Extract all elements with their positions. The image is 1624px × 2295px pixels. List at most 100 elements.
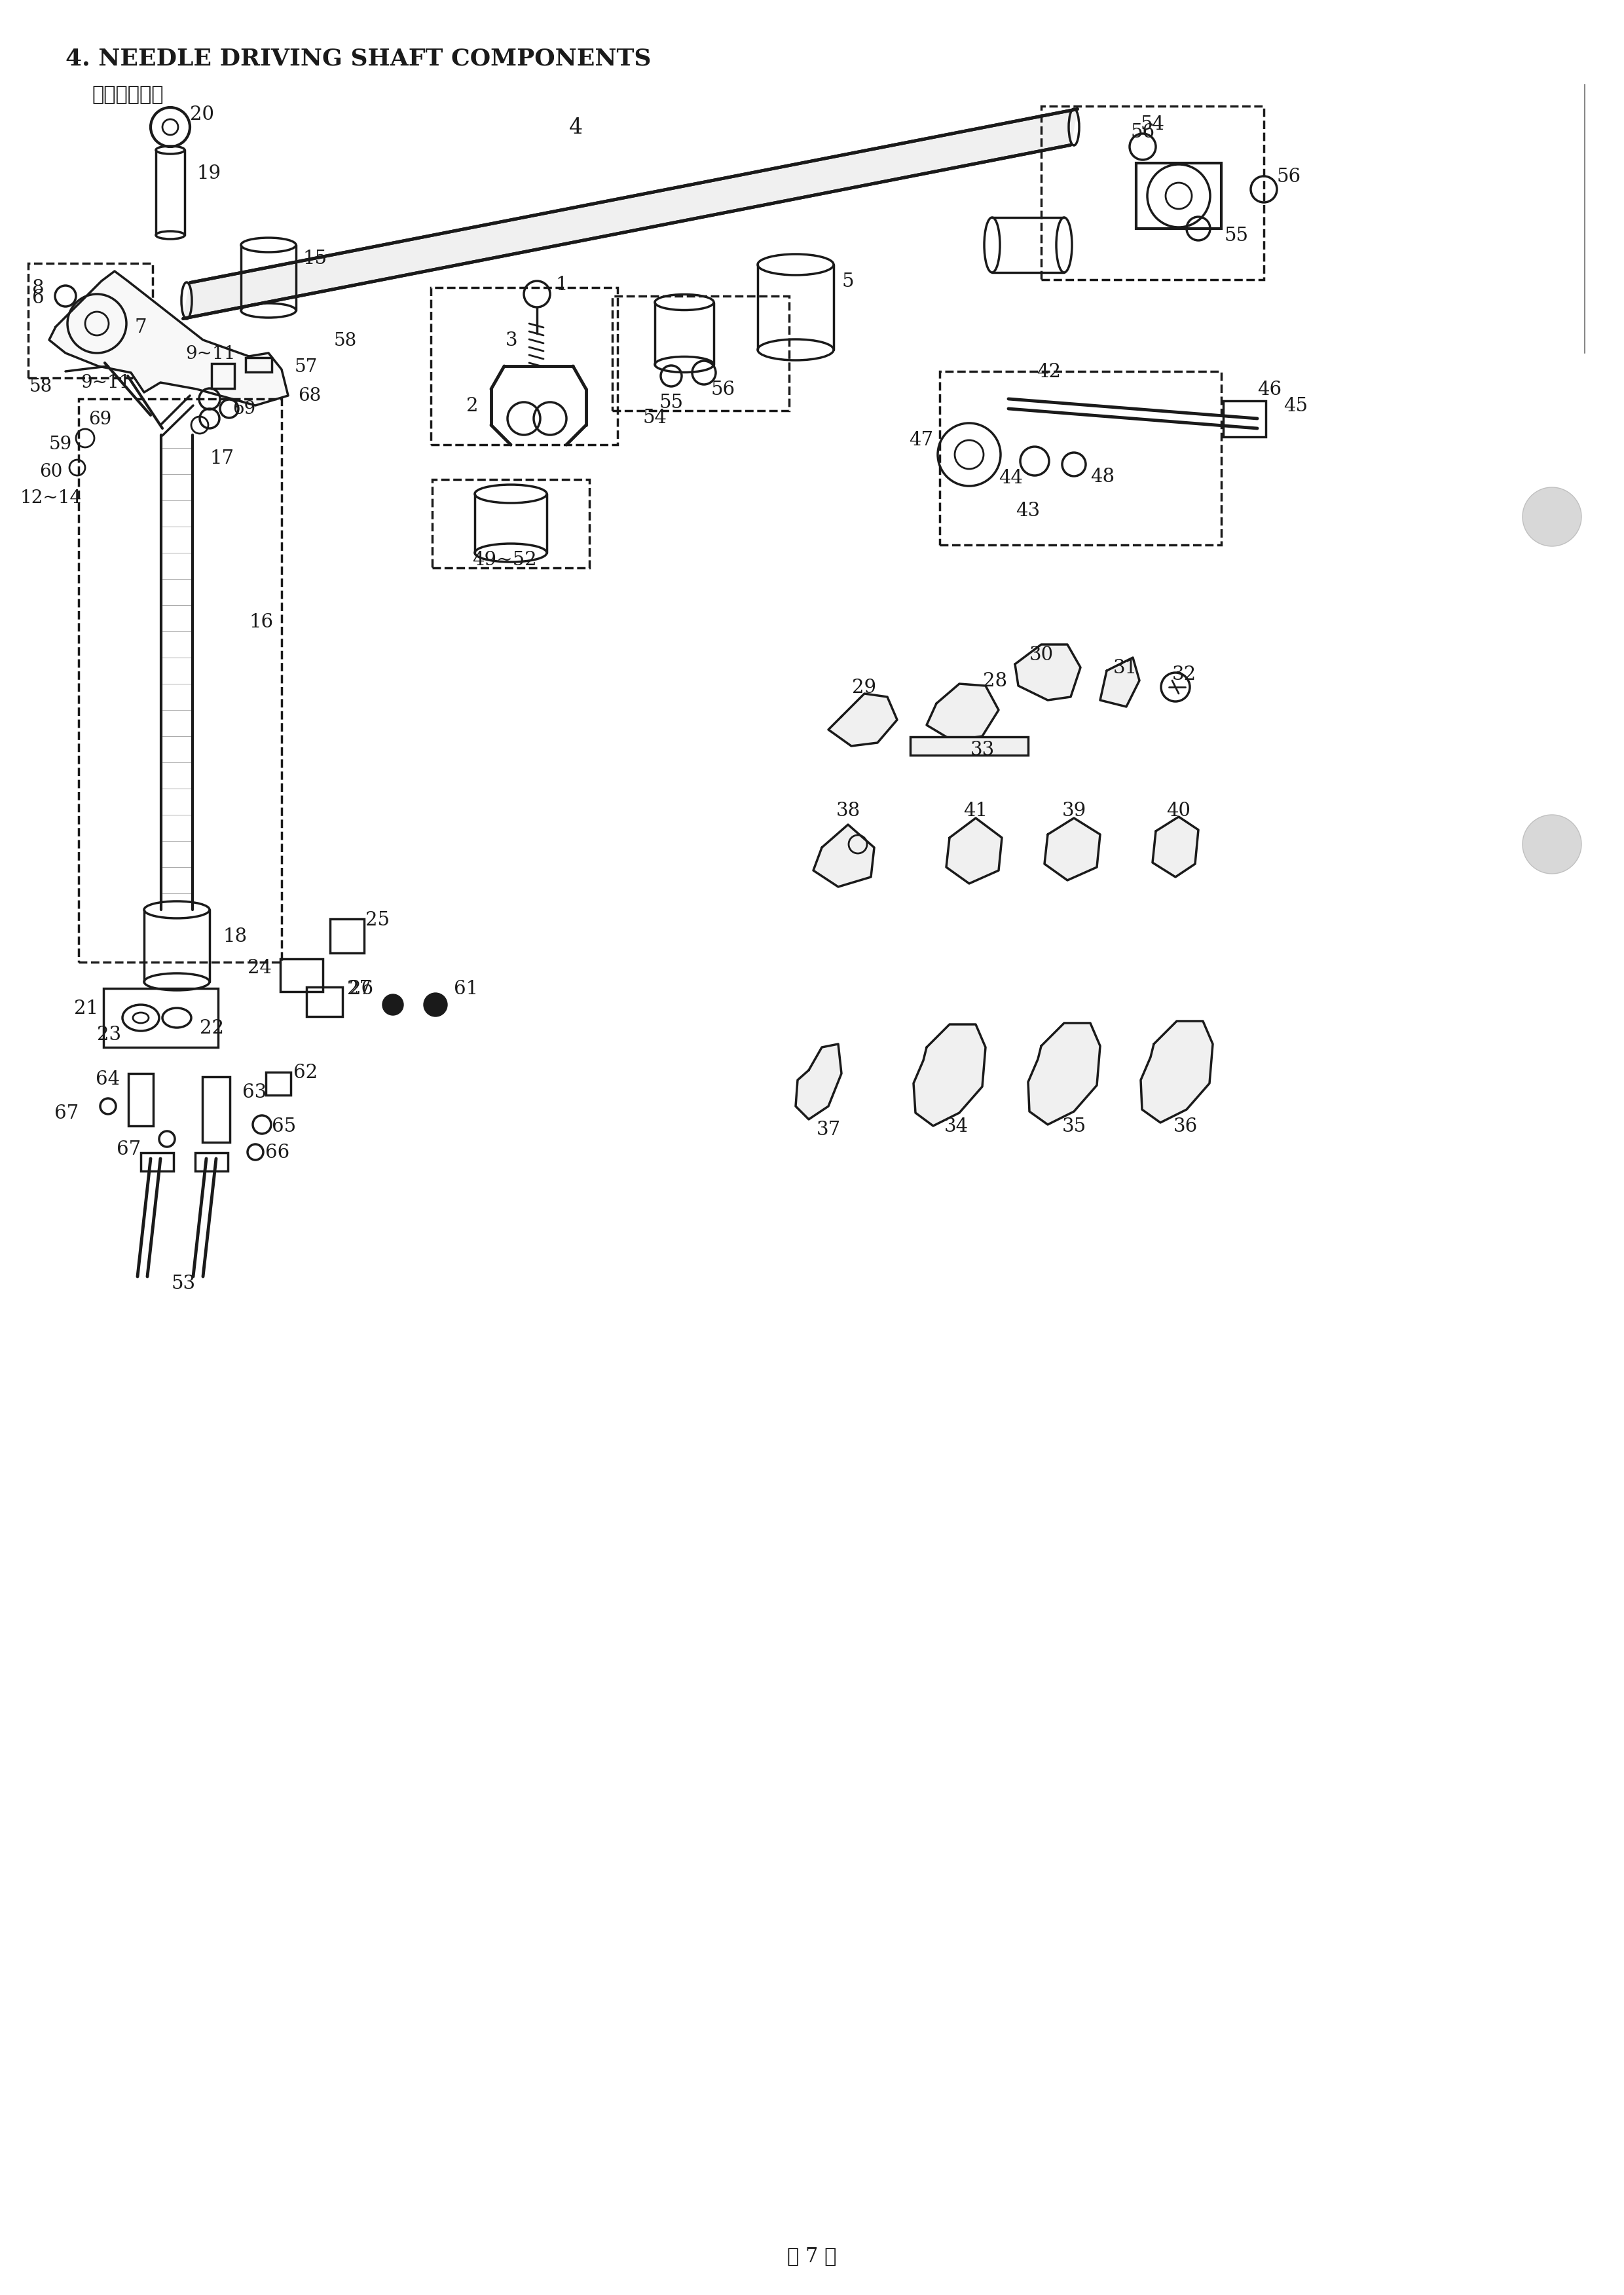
- Text: 55: 55: [659, 392, 684, 411]
- Bar: [612, 296, 789, 411]
- Text: 58: 58: [29, 376, 52, 395]
- Polygon shape: [1044, 819, 1099, 881]
- Polygon shape: [913, 1026, 986, 1127]
- Text: 34: 34: [944, 1118, 968, 1136]
- Polygon shape: [1153, 817, 1199, 877]
- Text: 27: 27: [348, 980, 372, 998]
- Text: 9~11: 9~11: [81, 374, 132, 392]
- Text: 12~14: 12~14: [19, 489, 81, 507]
- Text: 69: 69: [232, 399, 255, 418]
- Circle shape: [382, 994, 403, 1017]
- Bar: [330, 920, 364, 952]
- Text: 67: 67: [54, 1104, 78, 1122]
- Polygon shape: [796, 1044, 841, 1120]
- Bar: [432, 480, 590, 569]
- Text: 1: 1: [555, 275, 567, 294]
- Text: 針駆動軸関係: 針駆動軸関係: [91, 85, 164, 106]
- Text: 9~11: 9~11: [185, 344, 235, 363]
- Text: 29: 29: [853, 679, 877, 698]
- Text: 8: 8: [32, 280, 44, 298]
- Text: 56: 56: [1276, 168, 1301, 186]
- Bar: [203, 1076, 231, 1143]
- Circle shape: [1523, 815, 1582, 874]
- Text: 19: 19: [197, 165, 221, 184]
- Text: 7: 7: [135, 319, 146, 337]
- Text: 22: 22: [200, 1019, 224, 1037]
- Text: 53: 53: [171, 1274, 195, 1292]
- Text: 21: 21: [75, 998, 97, 1017]
- Text: 32: 32: [1173, 666, 1197, 684]
- Text: 56: 56: [1130, 124, 1155, 142]
- Text: 31: 31: [1112, 659, 1137, 677]
- Text: 69: 69: [88, 411, 112, 427]
- Bar: [307, 987, 343, 1017]
- Text: 44: 44: [999, 468, 1023, 487]
- Text: 4. NEEDLE DRIVING SHAFT COMPONENTS: 4. NEEDLE DRIVING SHAFT COMPONENTS: [65, 48, 651, 71]
- Bar: [78, 399, 281, 962]
- Bar: [266, 1072, 291, 1095]
- Text: 54: 54: [643, 409, 667, 427]
- Text: 61: 61: [453, 980, 477, 998]
- Text: 59: 59: [49, 436, 71, 452]
- Text: 64: 64: [96, 1069, 120, 1088]
- Text: 55: 55: [1224, 227, 1249, 246]
- Polygon shape: [184, 110, 1077, 319]
- Bar: [195, 1152, 227, 1170]
- Text: 4: 4: [570, 117, 583, 138]
- Text: 37: 37: [817, 1120, 841, 1138]
- Bar: [141, 1152, 174, 1170]
- Bar: [128, 1074, 153, 1127]
- Polygon shape: [1140, 1021, 1213, 1122]
- Text: 35: 35: [1062, 1118, 1086, 1136]
- Text: 47: 47: [909, 431, 934, 450]
- Text: 48: 48: [1090, 468, 1114, 487]
- Text: 45: 45: [1283, 397, 1307, 415]
- Text: 33: 33: [970, 741, 994, 760]
- Text: 66: 66: [265, 1143, 289, 1161]
- Text: 43: 43: [1017, 503, 1041, 521]
- Bar: [104, 989, 218, 1047]
- Circle shape: [424, 994, 447, 1017]
- Text: 36: 36: [1173, 1118, 1197, 1136]
- Text: 56: 56: [711, 381, 734, 399]
- Text: 17: 17: [209, 450, 234, 468]
- Text: 67: 67: [117, 1141, 141, 1159]
- Polygon shape: [1028, 1024, 1099, 1125]
- Text: 16: 16: [248, 613, 273, 631]
- Polygon shape: [49, 271, 287, 406]
- Text: 5: 5: [841, 273, 854, 291]
- Bar: [28, 264, 153, 379]
- Bar: [940, 372, 1221, 546]
- Text: 6: 6: [32, 289, 44, 308]
- Bar: [245, 358, 271, 372]
- Text: 63: 63: [242, 1083, 266, 1102]
- Text: 68: 68: [297, 388, 322, 404]
- Text: 58: 58: [335, 333, 357, 349]
- Text: 3: 3: [505, 330, 518, 349]
- Text: 57: 57: [294, 358, 318, 376]
- Polygon shape: [927, 684, 999, 741]
- Text: 24: 24: [247, 959, 271, 978]
- Polygon shape: [947, 819, 1002, 884]
- Text: 23: 23: [97, 1026, 122, 1044]
- Text: 18: 18: [222, 927, 247, 946]
- Text: 38: 38: [836, 801, 861, 819]
- Bar: [1223, 402, 1265, 436]
- Text: 49~52: 49~52: [473, 551, 536, 569]
- Polygon shape: [814, 824, 874, 888]
- Text: 46: 46: [1257, 381, 1281, 399]
- Bar: [909, 737, 1028, 755]
- Polygon shape: [1015, 645, 1080, 700]
- Text: 20: 20: [190, 106, 214, 124]
- Text: 42: 42: [1036, 363, 1060, 381]
- Text: 39: 39: [1062, 801, 1086, 819]
- Circle shape: [1523, 489, 1582, 546]
- Text: 62: 62: [294, 1063, 318, 1081]
- Text: 54: 54: [1140, 115, 1164, 133]
- Bar: [1137, 163, 1221, 230]
- Text: 28: 28: [983, 672, 1007, 691]
- Text: 2: 2: [466, 397, 477, 415]
- Bar: [1041, 106, 1263, 280]
- Text: 65: 65: [271, 1118, 296, 1136]
- Polygon shape: [828, 693, 896, 746]
